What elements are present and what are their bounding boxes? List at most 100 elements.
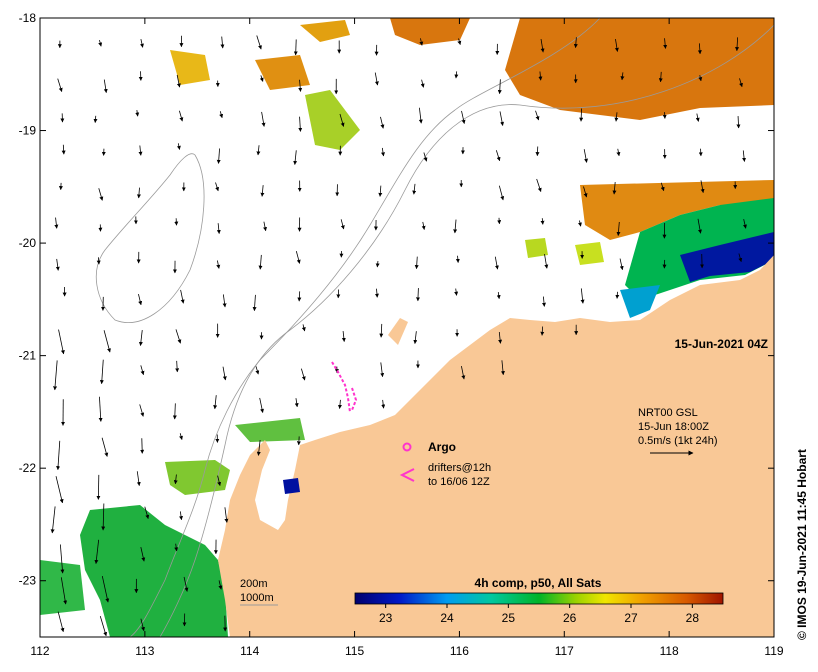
sst-patch-d — [305, 90, 360, 150]
warm-sst-region — [505, 18, 774, 120]
current-arrow-icon — [140, 618, 145, 632]
lon-tick-label: 112 — [30, 644, 49, 658]
colorbar-tick-label: 25 — [502, 611, 516, 625]
current-arrow-icon — [380, 362, 385, 378]
colorbar-tick-label: 23 — [379, 611, 393, 625]
current-arrow-icon — [660, 182, 665, 192]
current-arrow-icon — [454, 71, 459, 79]
current-arrow-icon — [54, 217, 59, 229]
drifter-marker-icon — [399, 468, 415, 482]
current-arrow-icon — [173, 474, 178, 485]
colorbar-ticks: 23 24 25 26 27 28 — [379, 604, 699, 625]
current-arrow-icon — [294, 398, 299, 408]
colorbar — [354, 592, 724, 605]
current-arrow-icon — [298, 79, 303, 92]
current-arrow-icon — [540, 218, 545, 225]
current-arrow-icon — [616, 221, 621, 236]
current-arrow-icon — [55, 258, 60, 271]
current-vectors — [50, 35, 747, 637]
current-arrow-icon — [179, 433, 183, 441]
current-arrow-icon — [419, 38, 424, 46]
current-arrow-icon — [59, 544, 65, 574]
colorbar-title: 4h comp, p50, All Sats — [475, 576, 602, 590]
current-arrow-icon — [573, 37, 578, 49]
current-arrow-icon — [620, 72, 625, 81]
current-arrow-icon — [140, 365, 145, 376]
current-arrow-icon — [375, 260, 380, 268]
current-arrow-icon — [496, 292, 501, 300]
sst-patch-i — [165, 460, 230, 495]
current-arrow-icon — [50, 506, 56, 534]
current-arrow-icon — [300, 368, 306, 381]
current-arrow-icon — [498, 185, 505, 201]
current-arrow-icon — [421, 221, 426, 230]
current-arrow-icon — [57, 611, 65, 633]
sst-patch-e — [620, 285, 660, 318]
land-australia — [218, 255, 774, 637]
current-arrow-icon — [735, 37, 740, 52]
current-arrow-icon — [580, 288, 585, 304]
current-arrow-icon — [743, 219, 747, 229]
current-arrow-icon — [94, 539, 100, 565]
current-arrow-icon — [536, 178, 542, 193]
current-arrow-icon — [612, 182, 617, 195]
current-arrow-icon — [379, 323, 384, 338]
drifters-label-line1: drifters@12h — [428, 462, 491, 474]
current-arrow-icon — [58, 329, 65, 355]
sst-patch-b — [255, 55, 310, 90]
current-arrow-icon — [616, 148, 621, 157]
lon-tick-label: 114 — [240, 644, 259, 658]
current-arrow-icon — [413, 331, 418, 345]
colorbar-tick-label: 26 — [563, 611, 577, 625]
current-arrow-icon — [216, 148, 221, 164]
current-arrow-icon — [499, 111, 505, 126]
current-arrow-icon — [175, 329, 182, 344]
current-arrow-icon — [140, 547, 146, 562]
island — [388, 318, 408, 345]
current-arrow-icon — [457, 38, 462, 45]
current-arrow-icon — [461, 110, 466, 124]
lon-tick-label: 113 — [135, 644, 154, 658]
current-arrow-icon — [374, 288, 379, 298]
current-arrow-icon — [93, 115, 98, 123]
colorbar-tick-label: 27 — [624, 611, 638, 625]
current-arrow-icon — [135, 109, 140, 117]
current-arrow-icon — [220, 36, 225, 49]
current-arrow-icon — [420, 79, 425, 88]
current-arrow-icon — [263, 221, 267, 232]
current-arrow-icon — [256, 145, 261, 156]
current-arrow-icon — [174, 543, 179, 552]
lat-tick-label: -18 — [19, 11, 37, 25]
current-arrow-icon — [218, 580, 223, 590]
current-arrow-icon — [55, 476, 64, 504]
current-arrow-icon — [293, 39, 298, 56]
current-arrow-icon — [374, 72, 379, 86]
current-arrow-icon — [138, 145, 143, 156]
current-arrow-icon — [700, 180, 705, 194]
current-arrow-icon — [414, 256, 419, 270]
drifter-track — [331, 361, 351, 413]
current-arrow-icon — [697, 218, 702, 234]
lat-tick-label: -20 — [19, 236, 37, 250]
current-arrow-icon — [337, 399, 342, 409]
lon-tick-label: 119 — [764, 644, 783, 658]
current-arrow-icon — [103, 330, 111, 353]
current-arrow-icon — [183, 576, 189, 592]
current-arrow-icon — [542, 296, 546, 307]
current-arrow-icon — [340, 219, 345, 230]
current-arrow-icon — [453, 219, 458, 234]
current-arrow-icon — [179, 511, 183, 521]
lat-tick-label: -23 — [19, 574, 37, 588]
current-info-line1: NRT00 GSL — [638, 407, 698, 419]
current-arrow-icon — [498, 331, 503, 344]
current-arrow-icon — [455, 255, 460, 263]
sst-patch-c — [170, 50, 210, 85]
lon-axis: 112 113 114 115 116 117 118 119 — [30, 18, 784, 658]
current-arrow-icon — [341, 330, 346, 342]
current-arrow-icon — [256, 440, 261, 456]
current-arrow-icon — [698, 75, 703, 82]
current-arrow-icon — [53, 360, 58, 391]
sst-patch-a — [300, 20, 350, 42]
current-arrow-icon — [497, 79, 502, 95]
current-arrow-icon — [256, 35, 262, 50]
